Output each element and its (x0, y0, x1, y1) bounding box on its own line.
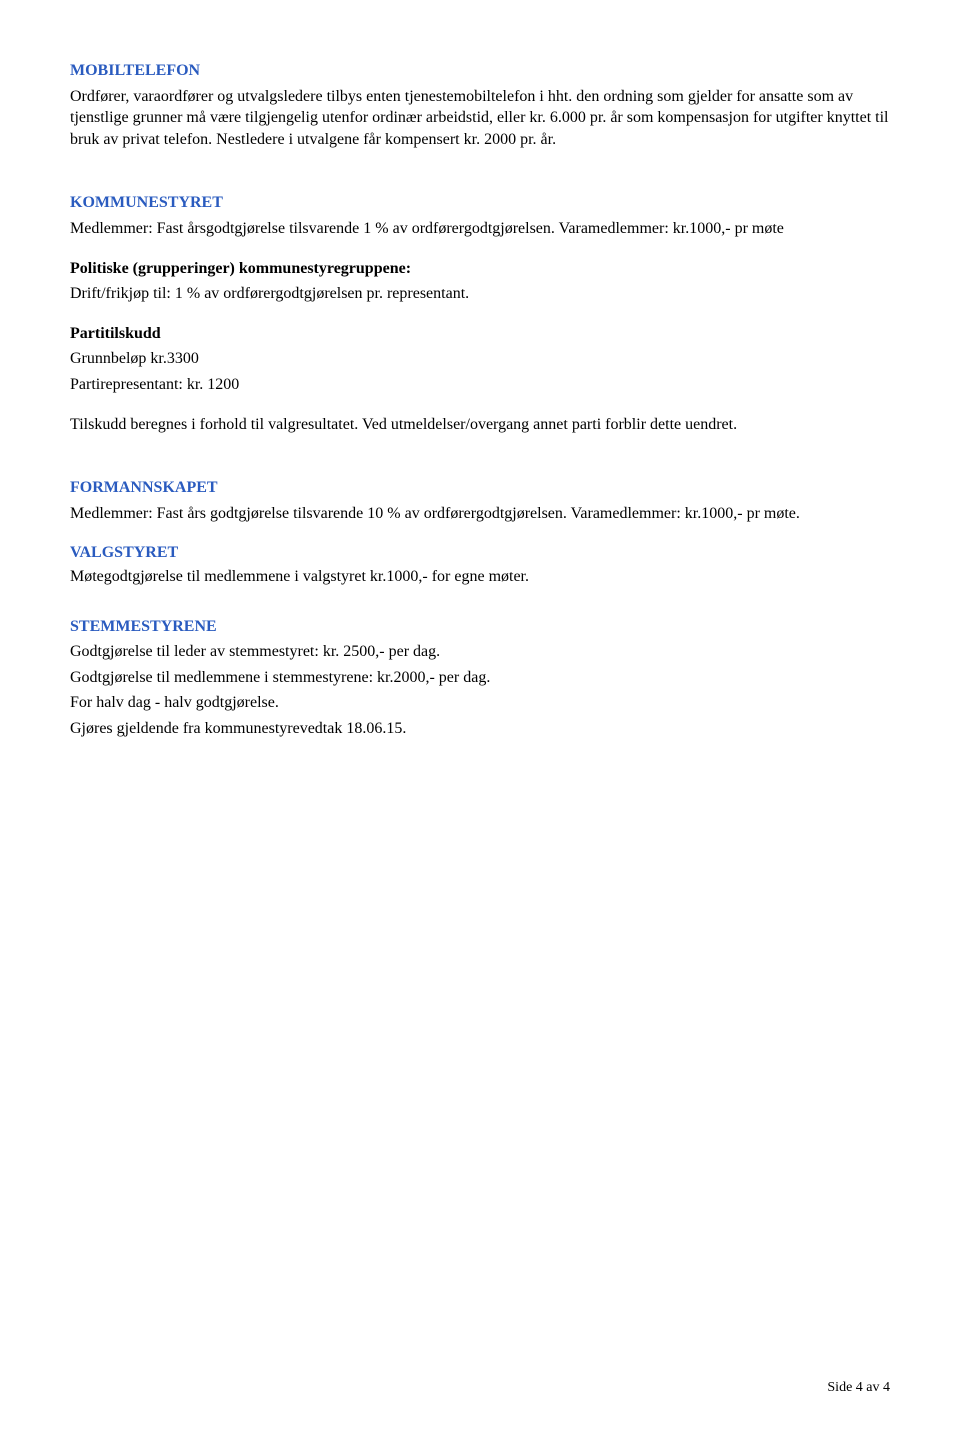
paragraph-formannskapet: Medlemmer: Fast års godtgjørelse tilsvar… (70, 503, 890, 525)
heading-partitilskudd: Partitilskudd (70, 323, 890, 345)
section-title-valgstyret: VALGSTYRET (70, 542, 890, 564)
paragraph-politiske-body: Drift/frikjøp til: 1 % av ordførergodtgj… (70, 283, 890, 305)
section-title-mobiltelefon: MOBILTELEFON (70, 60, 890, 82)
paragraph-stemmestyrene-1: Godtgjørelse til leder av stemmestyret: … (70, 641, 890, 663)
paragraph-kommunestyret-members: Medlemmer: Fast årsgodtgjørelse tilsvare… (70, 218, 890, 240)
section-title-kommunestyret: KOMMUNESTYRET (70, 192, 890, 214)
section-title-formannskapet: FORMANNSKAPET (70, 477, 890, 499)
paragraph-grunnbelop: Grunnbeløp kr.3300 (70, 348, 890, 370)
paragraph-valgstyret: Møtegodtgjørelse til medlemmene i valgst… (70, 566, 890, 588)
paragraph-mobiltelefon: Ordfører, varaordfører og utvalgsledere … (70, 86, 890, 151)
heading-politiske: Politiske (grupperinger) kommunestyregru… (70, 258, 890, 280)
section-title-stemmestyrene: STEMMESTYRENE (70, 616, 890, 638)
paragraph-stemmestyrene-2: Godtgjørelse til medlemmene i stemmestyr… (70, 667, 890, 689)
paragraph-stemmestyrene-4: Gjøres gjeldende fra kommunestyrevedtak … (70, 718, 890, 740)
paragraph-stemmestyrene-3: For halv dag - halv godtgjørelse. (70, 692, 890, 714)
paragraph-tilskudd: Tilskudd beregnes i forhold til valgresu… (70, 414, 890, 436)
paragraph-partirepresentant: Partirepresentant: kr. 1200 (70, 374, 890, 396)
page-footer: Side 4 av 4 (827, 1379, 890, 1398)
